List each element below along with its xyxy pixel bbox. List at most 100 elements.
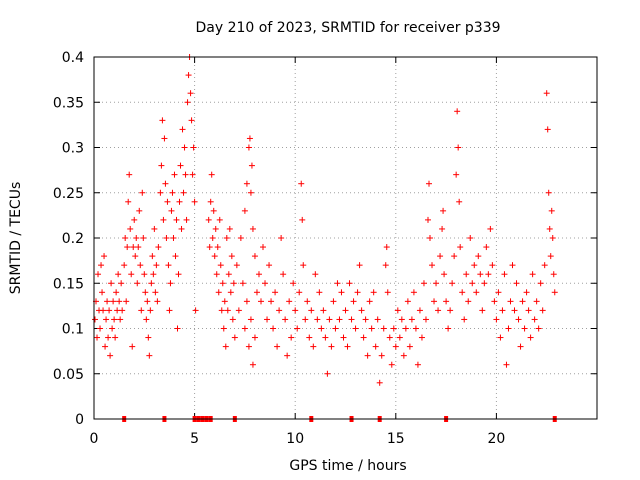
data-point xyxy=(92,316,99,323)
data-point xyxy=(443,298,450,305)
data-point xyxy=(441,271,448,278)
data-point xyxy=(160,216,167,223)
data-point xyxy=(471,262,478,269)
data-point xyxy=(112,334,119,341)
data-point xyxy=(98,262,105,269)
data-point xyxy=(406,343,413,350)
data-point xyxy=(166,307,173,314)
data-point xyxy=(235,307,242,314)
data-point xyxy=(539,307,546,314)
axis-ticks xyxy=(93,56,597,420)
data-point xyxy=(408,316,415,323)
data-point xyxy=(219,280,226,287)
data-point xyxy=(192,307,199,314)
data-point xyxy=(479,307,486,314)
data-point xyxy=(108,280,115,287)
data-point xyxy=(147,307,154,314)
data-point xyxy=(404,298,411,305)
data-point xyxy=(264,316,271,323)
data-point xyxy=(541,262,548,269)
data-point xyxy=(179,126,186,133)
data-point xyxy=(221,298,228,305)
data-point xyxy=(382,262,389,269)
data-point xyxy=(481,280,488,287)
data-point xyxy=(241,207,248,214)
data-point xyxy=(174,325,181,332)
data-point xyxy=(226,225,233,232)
data-point xyxy=(95,271,102,278)
y-tick-label: 0.4 xyxy=(62,50,84,66)
data-point xyxy=(251,334,258,341)
data-point xyxy=(175,271,182,278)
data-point xyxy=(94,334,101,341)
data-point xyxy=(214,244,221,251)
data-point xyxy=(181,144,188,151)
data-point xyxy=(115,271,122,278)
data-point xyxy=(364,352,371,359)
data-point xyxy=(134,280,141,287)
data-point xyxy=(294,325,301,332)
data-point xyxy=(374,316,381,323)
data-point xyxy=(137,262,144,269)
data-point xyxy=(546,225,553,232)
data-point xyxy=(106,307,113,314)
data-point xyxy=(451,253,458,260)
x-tick-label: 5 xyxy=(190,431,199,447)
data-point xyxy=(148,280,155,287)
data-point xyxy=(507,298,514,305)
data-point xyxy=(101,253,108,260)
y-tick-label: 0.25 xyxy=(53,186,84,202)
data-point xyxy=(298,180,305,187)
data-point xyxy=(278,235,285,241)
data-point xyxy=(531,316,538,323)
data-point xyxy=(146,352,153,359)
data-point xyxy=(182,171,189,178)
y-tick-label: 0.35 xyxy=(53,95,84,111)
data-point xyxy=(320,307,327,314)
data-point xyxy=(529,271,536,278)
data-point xyxy=(162,180,169,187)
data-point xyxy=(118,280,125,287)
data-point xyxy=(224,307,231,314)
data-point xyxy=(107,352,114,359)
data-point xyxy=(324,370,331,377)
data-point xyxy=(142,289,149,296)
data-point xyxy=(380,325,387,332)
data-point xyxy=(257,298,264,305)
data-point xyxy=(288,334,295,341)
data-point xyxy=(222,343,229,350)
data-point xyxy=(216,216,223,223)
data-point xyxy=(110,298,117,305)
data-point xyxy=(178,225,185,232)
data-point xyxy=(255,271,262,278)
data-point xyxy=(511,307,518,314)
data-point xyxy=(167,280,174,287)
data-point xyxy=(350,298,357,305)
data-point xyxy=(362,316,369,323)
data-point xyxy=(342,307,349,314)
data-point xyxy=(447,307,454,314)
data-point xyxy=(153,262,160,269)
data-point xyxy=(176,198,183,205)
data-point xyxy=(489,262,496,269)
data-point xyxy=(366,298,373,305)
data-point xyxy=(243,298,250,305)
data-point xyxy=(549,235,556,241)
data-point xyxy=(550,271,557,278)
data-point xyxy=(135,244,142,251)
data-point xyxy=(228,253,235,260)
y-tick-label: 0.05 xyxy=(53,367,84,383)
data-point xyxy=(292,307,299,314)
data-point xyxy=(103,316,110,323)
data-point xyxy=(425,180,432,187)
data-point xyxy=(453,171,460,178)
data-point xyxy=(463,271,470,278)
data-point xyxy=(172,253,179,260)
data-point xyxy=(123,298,130,305)
data-point xyxy=(521,325,528,332)
data-point xyxy=(344,343,351,350)
data-point xyxy=(495,289,502,296)
data-point xyxy=(354,289,361,296)
data-point xyxy=(170,235,177,241)
data-point xyxy=(429,262,436,269)
